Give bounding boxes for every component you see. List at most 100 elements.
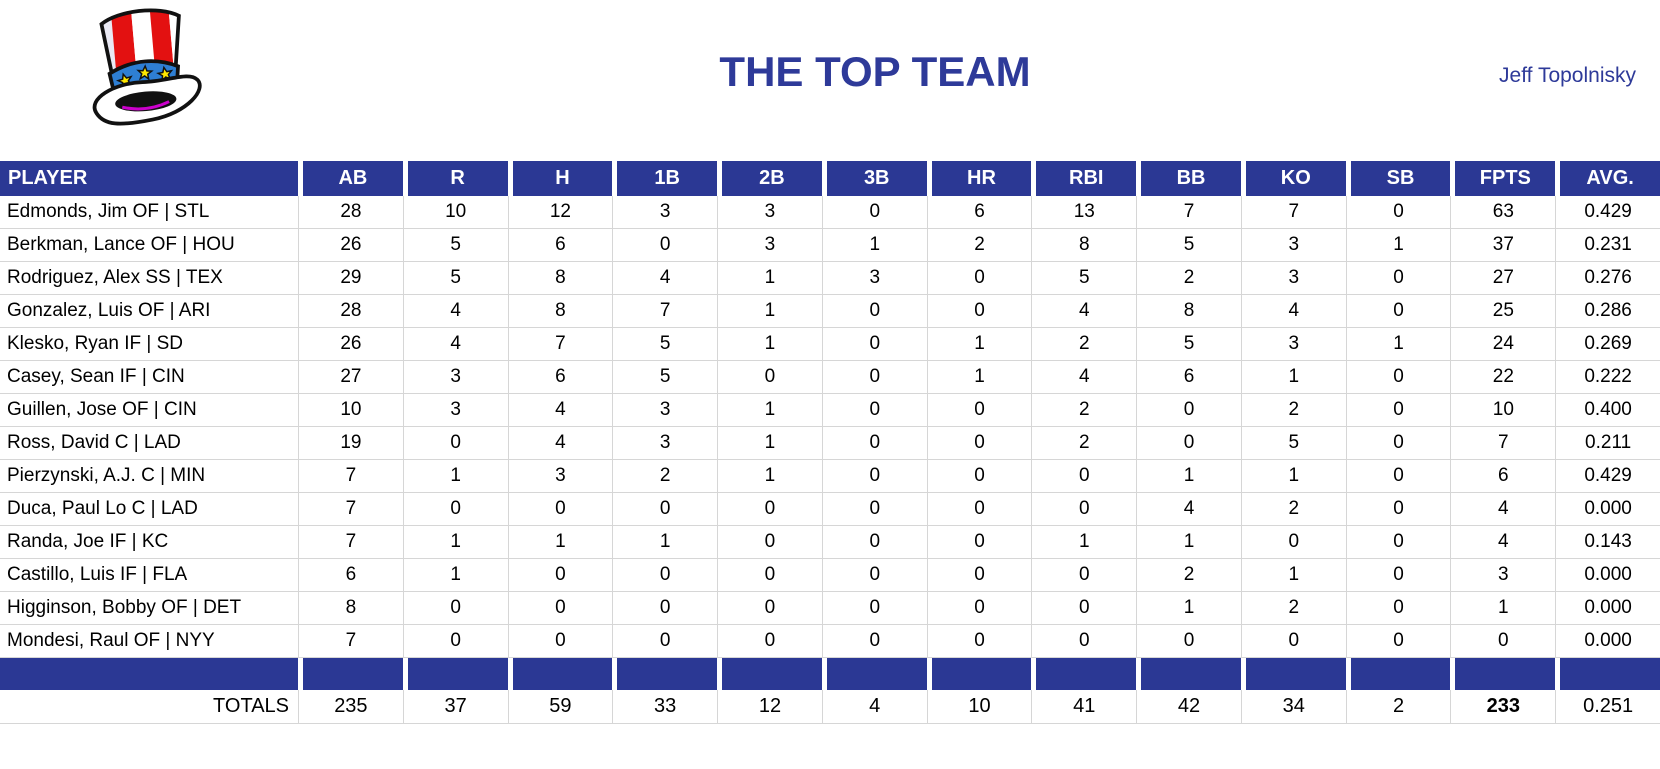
stat-cell[interactable]: 0 bbox=[1345, 394, 1451, 427]
stat-cell[interactable]: 0.222 bbox=[1555, 361, 1660, 394]
stat-cell[interactable]: 3 bbox=[402, 361, 508, 394]
stat-cell[interactable]: 0 bbox=[507, 592, 613, 625]
stat-cell[interactable]: 5 bbox=[402, 229, 508, 262]
stat-cell[interactable]: 19 bbox=[298, 427, 403, 460]
stat-cell[interactable]: 0 bbox=[1345, 295, 1451, 328]
totals-stat-cell[interactable]: 33 bbox=[612, 690, 718, 724]
stat-cell[interactable]: 0 bbox=[821, 625, 927, 658]
stat-cell[interactable]: 1 bbox=[1345, 328, 1451, 361]
totals-stat-cell[interactable]: 42 bbox=[1136, 690, 1241, 724]
stat-cell[interactable]: 10 bbox=[1450, 394, 1556, 427]
player-name-cell[interactable]: Guillen, Jose OF | CIN bbox=[0, 394, 298, 427]
stat-cell[interactable]: 7 bbox=[1240, 196, 1346, 229]
stat-cell[interactable]: 12 bbox=[507, 196, 613, 229]
stat-cell[interactable]: 0 bbox=[821, 196, 927, 229]
stat-cell[interactable]: 24 bbox=[1450, 328, 1556, 361]
stat-cell[interactable]: 0 bbox=[717, 625, 822, 658]
header-cell-ab[interactable]: AB bbox=[298, 161, 403, 196]
stat-cell[interactable]: 0 bbox=[926, 427, 1032, 460]
totals-stat-cell[interactable]: 0.251 bbox=[1555, 690, 1660, 724]
stat-cell[interactable]: 0 bbox=[1345, 526, 1451, 559]
stat-cell[interactable]: 2 bbox=[1240, 394, 1346, 427]
totals-stat-cell[interactable]: 37 bbox=[402, 690, 508, 724]
stat-cell[interactable]: 6 bbox=[507, 361, 613, 394]
header-cell-avg[interactable]: AVG. bbox=[1555, 161, 1660, 196]
stat-cell[interactable]: 0 bbox=[1031, 592, 1137, 625]
stat-cell[interactable]: 3 bbox=[1240, 229, 1346, 262]
stat-cell[interactable]: 0 bbox=[402, 592, 508, 625]
stat-cell[interactable]: 0 bbox=[1345, 493, 1451, 526]
stat-cell[interactable]: 1 bbox=[821, 229, 927, 262]
stat-cell[interactable]: 13 bbox=[1031, 196, 1137, 229]
stat-cell[interactable]: 6 bbox=[926, 196, 1032, 229]
player-name-cell[interactable]: Casey, Sean IF | CIN bbox=[0, 361, 298, 394]
stat-cell[interactable]: 5 bbox=[1136, 328, 1241, 361]
stat-cell[interactable]: 1 bbox=[717, 394, 822, 427]
stat-cell[interactable]: 0 bbox=[717, 493, 822, 526]
stat-cell[interactable]: 0 bbox=[821, 592, 927, 625]
stat-cell[interactable]: 1 bbox=[926, 328, 1032, 361]
stat-cell[interactable]: 0 bbox=[1345, 559, 1451, 592]
stat-cell[interactable]: 0 bbox=[1031, 625, 1137, 658]
stat-cell[interactable]: 0.276 bbox=[1555, 262, 1660, 295]
stat-cell[interactable]: 22 bbox=[1450, 361, 1556, 394]
stat-cell[interactable]: 5 bbox=[1136, 229, 1241, 262]
stat-cell[interactable]: 0 bbox=[507, 625, 613, 658]
stat-cell[interactable]: 10 bbox=[402, 196, 508, 229]
stat-cell[interactable]: 0 bbox=[1031, 460, 1137, 493]
stat-cell[interactable]: 37 bbox=[1450, 229, 1556, 262]
totals-stat-cell[interactable]: 233 bbox=[1450, 690, 1556, 724]
player-name-cell[interactable]: Ross, David C | LAD bbox=[0, 427, 298, 460]
stat-cell[interactable]: 0 bbox=[507, 493, 613, 526]
stat-cell[interactable]: 27 bbox=[298, 361, 403, 394]
player-name-cell[interactable]: Berkman, Lance OF | HOU bbox=[0, 229, 298, 262]
stat-cell[interactable]: 0 bbox=[1031, 559, 1137, 592]
stat-cell[interactable]: 0 bbox=[821, 394, 927, 427]
stat-cell[interactable]: 1 bbox=[1136, 592, 1241, 625]
stat-cell[interactable]: 8 bbox=[507, 262, 613, 295]
stat-cell[interactable]: 1 bbox=[507, 526, 613, 559]
stat-cell[interactable]: 29 bbox=[298, 262, 403, 295]
stat-cell[interactable]: 0 bbox=[821, 361, 927, 394]
stat-cell[interactable]: 8 bbox=[1031, 229, 1137, 262]
stat-cell[interactable]: 6 bbox=[1450, 460, 1556, 493]
stat-cell[interactable]: 7 bbox=[507, 328, 613, 361]
stat-cell[interactable]: 26 bbox=[298, 328, 403, 361]
stat-cell[interactable]: 2 bbox=[612, 460, 718, 493]
stat-cell[interactable]: 5 bbox=[402, 262, 508, 295]
stat-cell[interactable]: 4 bbox=[507, 427, 613, 460]
stat-cell[interactable]: 1 bbox=[402, 559, 508, 592]
header-cell-sb[interactable]: SB bbox=[1345, 161, 1451, 196]
stat-cell[interactable]: 3 bbox=[612, 427, 718, 460]
stat-cell[interactable]: 28 bbox=[298, 196, 403, 229]
totals-stat-cell[interactable]: 34 bbox=[1240, 690, 1346, 724]
player-name-cell[interactable]: Rodriguez, Alex SS | TEX bbox=[0, 262, 298, 295]
stat-cell[interactable]: 0 bbox=[1136, 394, 1241, 427]
stat-cell[interactable]: 4 bbox=[1450, 493, 1556, 526]
stat-cell[interactable]: 1 bbox=[717, 460, 822, 493]
stat-cell[interactable]: 3 bbox=[402, 394, 508, 427]
stat-cell[interactable]: 7 bbox=[298, 493, 403, 526]
stat-cell[interactable]: 0 bbox=[717, 361, 822, 394]
stat-cell[interactable]: 2 bbox=[1031, 394, 1137, 427]
stat-cell[interactable]: 25 bbox=[1450, 295, 1556, 328]
stat-cell[interactable]: 0 bbox=[1136, 427, 1241, 460]
totals-label-cell[interactable]: TOTALS bbox=[0, 690, 298, 724]
stat-cell[interactable]: 0 bbox=[1345, 262, 1451, 295]
stat-cell[interactable]: 4 bbox=[1240, 295, 1346, 328]
stat-cell[interactable]: 1 bbox=[717, 427, 822, 460]
stat-cell[interactable]: 4 bbox=[402, 328, 508, 361]
player-name-cell[interactable]: Klesko, Ryan IF | SD bbox=[0, 328, 298, 361]
stat-cell[interactable]: 0 bbox=[1240, 526, 1346, 559]
stat-cell[interactable]: 0.231 bbox=[1555, 229, 1660, 262]
stat-cell[interactable]: 2 bbox=[1031, 328, 1137, 361]
stat-cell[interactable]: 0 bbox=[1136, 625, 1241, 658]
stat-cell[interactable]: 3 bbox=[612, 196, 718, 229]
stat-cell[interactable]: 0 bbox=[1345, 196, 1451, 229]
stat-cell[interactable]: 1 bbox=[402, 460, 508, 493]
stat-cell[interactable]: 3 bbox=[1240, 328, 1346, 361]
stat-cell[interactable]: 2 bbox=[1240, 592, 1346, 625]
stat-cell[interactable]: 0 bbox=[1240, 625, 1346, 658]
header-cell-bb[interactable]: BB bbox=[1136, 161, 1241, 196]
stat-cell[interactable]: 4 bbox=[1136, 493, 1241, 526]
